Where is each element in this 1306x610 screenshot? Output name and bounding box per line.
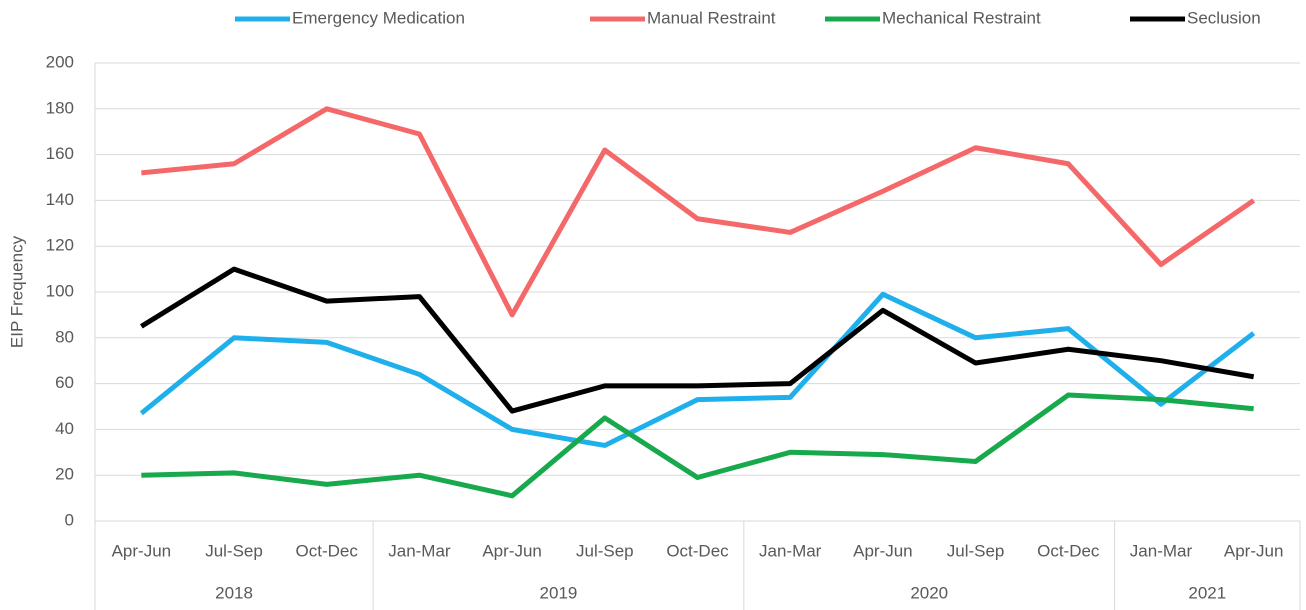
x-group-label: 2018 xyxy=(215,583,253,602)
x-tick-label: Apr-Jun xyxy=(482,541,542,560)
y-tick-label: 0 xyxy=(65,510,74,529)
x-tick-label: Oct-Dec xyxy=(1037,541,1100,560)
x-tick-label: Oct-Dec xyxy=(296,541,359,560)
y-tick-label: 200 xyxy=(46,52,74,71)
y-tick-label: 120 xyxy=(46,236,74,255)
series-line xyxy=(139,291,1256,448)
series-line xyxy=(141,106,1256,318)
legend-label: Mechanical Restraint xyxy=(882,8,1041,27)
x-group-label: 2019 xyxy=(540,583,578,602)
x-tick-label: Jul-Sep xyxy=(947,541,1005,560)
y-tick-label: 60 xyxy=(55,373,74,392)
x-group-label: 2020 xyxy=(910,583,948,602)
y-tick-label: 160 xyxy=(46,144,74,163)
x-tick-label: Jan-Mar xyxy=(388,541,451,560)
x-group-label: 2021 xyxy=(1188,583,1226,602)
x-tick-label: Jul-Sep xyxy=(576,541,634,560)
x-tick-label: Jan-Mar xyxy=(1130,541,1193,560)
y-tick-label: 20 xyxy=(55,465,74,484)
x-tick-label: Oct-Dec xyxy=(666,541,729,560)
y-tick-label: 140 xyxy=(46,190,74,209)
y-tick-label: 180 xyxy=(46,98,74,117)
series-line xyxy=(141,392,1254,499)
x-tick-label: Apr-Jun xyxy=(853,541,913,560)
y-tick-label: 100 xyxy=(46,281,74,300)
y-tick-label: 40 xyxy=(55,419,74,438)
x-tick-label: Jul-Sep xyxy=(205,541,263,560)
x-tick-label: Jan-Mar xyxy=(759,541,822,560)
y-axis-title: EIP Frequency xyxy=(7,235,26,348)
series-line xyxy=(140,266,1255,414)
legend-label: Emergency Medication xyxy=(292,8,465,27)
x-tick-label: Apr-Jun xyxy=(112,541,172,560)
legend-label: Seclusion xyxy=(1187,8,1261,27)
x-tick-label: Apr-Jun xyxy=(1224,541,1284,560)
legend-label: Manual Restraint xyxy=(647,8,776,27)
y-tick-label: 80 xyxy=(55,327,74,346)
